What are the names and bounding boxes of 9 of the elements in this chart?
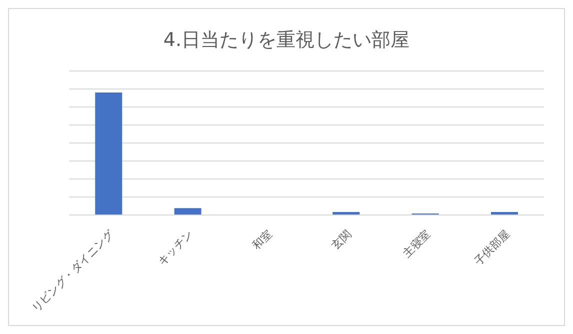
x-tick-label: 主寝室 — [400, 228, 434, 260]
x-tick-label: 和室 — [250, 228, 275, 252]
x-tick-label: 玄関 — [329, 228, 354, 252]
x-tick-label: リビング・ダイニング — [29, 226, 118, 315]
x-tick-label: キッチン — [155, 228, 196, 268]
chart-title: 4.日当たりを重視したい部屋 — [162, 28, 411, 53]
bar — [95, 92, 122, 215]
x-tick-label: 子供部屋 — [472, 228, 512, 268]
bar — [174, 208, 202, 215]
